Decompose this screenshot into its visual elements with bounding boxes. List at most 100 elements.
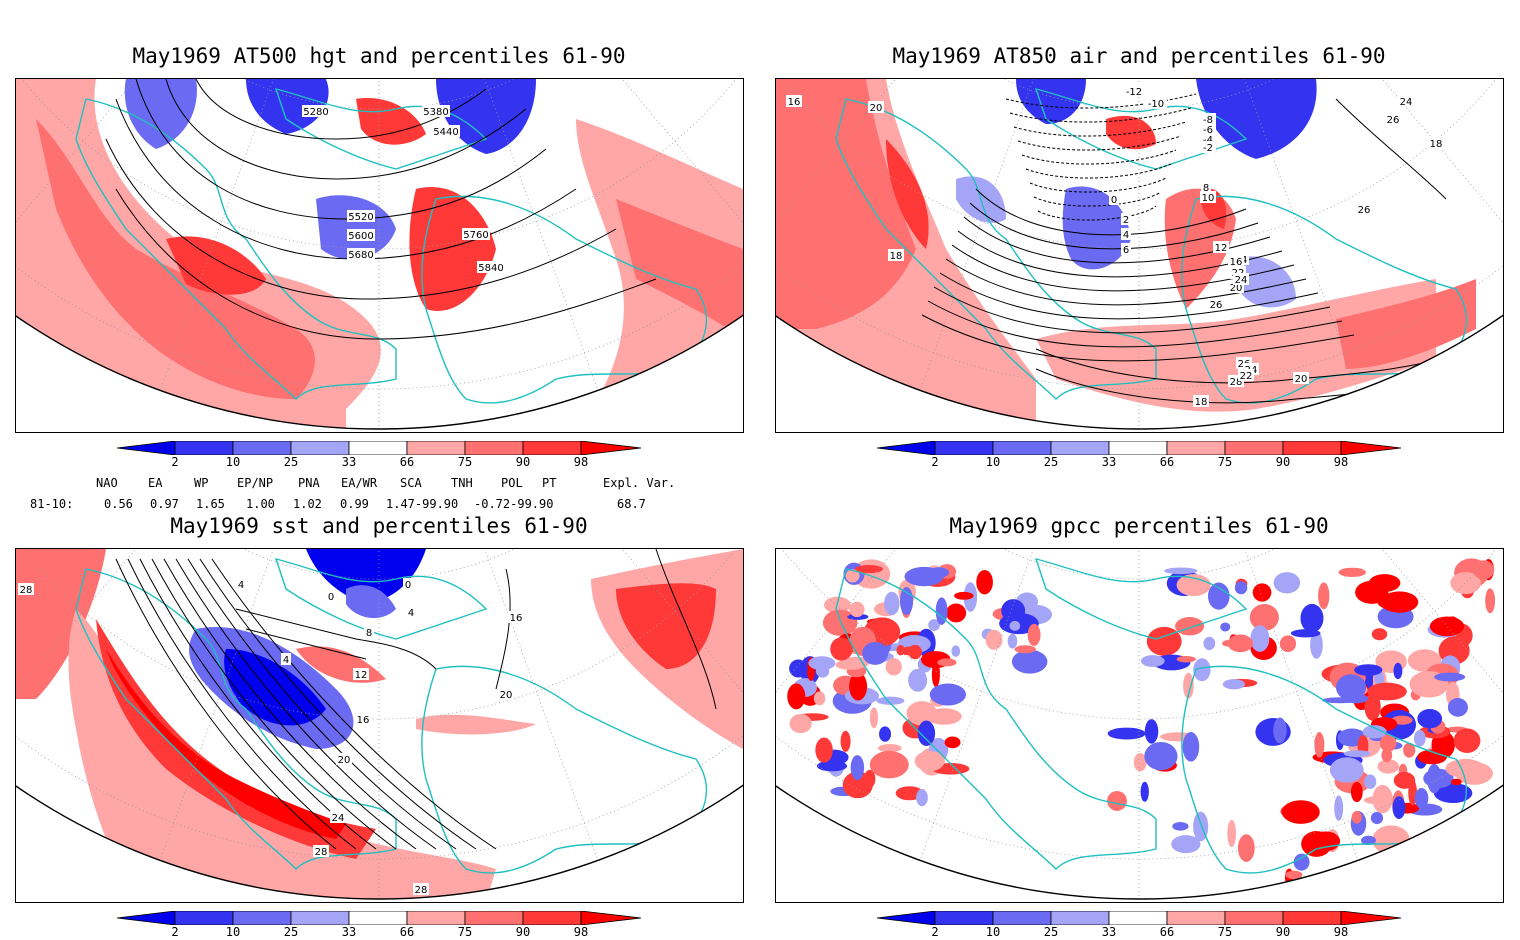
colorbar-strip xyxy=(116,440,642,456)
percentile-shading xyxy=(246,79,329,134)
panel-title-gpcc: May1969 gpcc percentiles 61-90 xyxy=(949,514,1329,538)
index-header-explvar: Expl. Var. xyxy=(603,476,676,490)
contour-label: 0 xyxy=(1111,195,1117,206)
precip-percentile-patch xyxy=(935,597,948,625)
contour-line xyxy=(939,272,1319,320)
contour-label-bg xyxy=(1193,395,1209,407)
precip-percentile-patch xyxy=(951,645,961,657)
colorbar-label-25: 25 xyxy=(1043,455,1059,469)
precip-percentile-patch xyxy=(1203,636,1216,651)
contour-label-bg xyxy=(498,688,514,700)
contour-label-bg xyxy=(477,261,505,273)
colorbar-swatch-6 xyxy=(1224,440,1284,456)
panel-title-air850: May1969 AT850 air and percentiles 61-90 xyxy=(892,44,1386,68)
contour-line xyxy=(235,608,437,670)
precip-percentile-patch xyxy=(1445,758,1485,779)
contour-label: 18 xyxy=(890,251,903,262)
precip-percentile-patch xyxy=(1310,630,1323,659)
percentile-shading xyxy=(1236,256,1296,308)
precip-percentile-patch xyxy=(1372,784,1393,814)
map-disc xyxy=(776,549,1503,899)
index-header-sca: SCA xyxy=(400,476,422,490)
contour-label: 2 xyxy=(1123,215,1129,226)
colorbar-swatch-0 xyxy=(876,440,936,456)
colorbar-3: 2 10 25 33 66 75 90 98 xyxy=(116,910,647,939)
precip-percentile-patch xyxy=(1367,682,1407,701)
precip-percentile-patch xyxy=(1273,717,1287,744)
precip-percentile-patch xyxy=(808,656,836,671)
contour-line xyxy=(187,558,457,850)
contour-line xyxy=(165,79,527,180)
contour-label: 26 xyxy=(1358,205,1371,216)
contour-label: 26 xyxy=(1210,300,1223,311)
colorbar-4: 2 10 25 33 66 75 90 98 xyxy=(876,910,1407,939)
contour-label-bg xyxy=(347,248,375,260)
precip-percentile-patch xyxy=(985,629,1003,650)
hemisphere-edge xyxy=(776,314,1503,430)
contour-line xyxy=(495,568,511,690)
percentile-shading xyxy=(1336,279,1476,369)
colorbar-label-66: 66 xyxy=(1159,925,1175,939)
colorbar-label-98: 98 xyxy=(1333,925,1349,939)
colorbar-swatch-8 xyxy=(1340,910,1402,926)
contour-label-bg xyxy=(1200,123,1216,135)
colorbar-swatch-6 xyxy=(1224,910,1284,926)
precip-percentile-patch xyxy=(1285,870,1303,880)
contour-label-bg xyxy=(1293,372,1309,384)
contour-label-bg xyxy=(1233,273,1249,285)
contour-label: 5680 xyxy=(348,250,373,261)
contour-label: 4 xyxy=(283,655,289,666)
index-header-wp: WP xyxy=(194,476,209,490)
colorbar-swatch-3 xyxy=(1050,440,1110,456)
map-sst: 28 4 0 4 0 8 4 12 16 20 24 28 28 16 20 xyxy=(15,548,744,903)
percentile-shading xyxy=(1106,115,1156,150)
contour-label: 20 xyxy=(870,103,883,114)
coastline xyxy=(835,568,1157,870)
colorbar-label-10: 10 xyxy=(985,925,1001,939)
colorbar-strip xyxy=(876,910,1402,926)
coastline xyxy=(1181,195,1468,404)
colorbar-swatch-3 xyxy=(1050,910,1110,926)
contour-line xyxy=(135,79,547,220)
longitude-gridline xyxy=(1138,79,1359,391)
colorbar-1: 2 10 25 33 66 75 90 98 xyxy=(116,440,647,469)
colorbar-swatch-1 xyxy=(934,440,994,456)
precip-percentile-patch xyxy=(1144,719,1159,744)
contour-label-bg xyxy=(1121,228,1131,240)
coastline xyxy=(274,88,488,170)
precip-percentile-patch xyxy=(1146,626,1182,656)
precip-percentile-patch xyxy=(876,696,905,705)
precip-percentile-patch xyxy=(1293,853,1310,871)
contour-label-bg xyxy=(1356,203,1372,215)
map-air850: 162018-12-10-8-6-4-202468101214161820222… xyxy=(775,78,1504,433)
colorbar-label-90: 90 xyxy=(1275,455,1291,469)
precip-percentile-patch xyxy=(1450,571,1482,595)
contour-line xyxy=(1013,121,1187,137)
contour-label-bg xyxy=(1228,255,1244,267)
precip-percentile-patch xyxy=(1329,757,1364,783)
contour-label-bg xyxy=(1200,141,1216,153)
contour-label: -10 xyxy=(1148,99,1164,110)
contour-line xyxy=(1025,163,1172,179)
precip-percentile-patch xyxy=(917,720,936,746)
colorbar-label-75: 75 xyxy=(457,925,473,939)
precip-percentile-patch xyxy=(906,701,938,726)
contour-label-bg xyxy=(336,753,352,765)
colorbar-label-25: 25 xyxy=(283,925,299,939)
precip-percentile-patch xyxy=(1164,567,1198,575)
contour-label: 26 xyxy=(1387,115,1400,126)
contour-label: 28 xyxy=(315,847,328,858)
hemisphere-edge xyxy=(16,314,743,430)
precip-percentile-patch xyxy=(1423,834,1445,853)
contour-label-bg xyxy=(281,653,291,665)
contour-label-bg xyxy=(1201,181,1211,193)
contour-line xyxy=(1335,98,1447,200)
contour-label: 8 xyxy=(366,628,372,639)
precip-percentile-patch xyxy=(1279,635,1297,653)
contour-label: 5280 xyxy=(303,107,328,118)
contour-label-bg xyxy=(406,606,416,618)
colorbar-swatch-8 xyxy=(1340,440,1402,456)
contour-line xyxy=(163,558,417,850)
longitude-gridline xyxy=(919,549,1140,861)
percentile-shading xyxy=(436,79,536,154)
